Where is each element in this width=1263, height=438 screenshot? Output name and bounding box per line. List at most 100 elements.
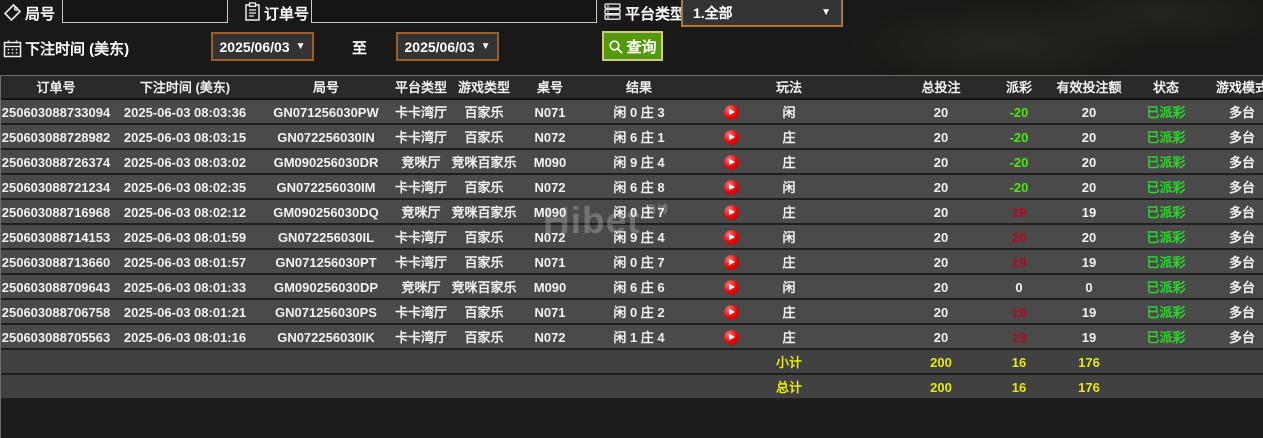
play-cell xyxy=(697,300,765,325)
table-row: 250603088706758 2025-06-03 08:01:21 GN07… xyxy=(1,300,1263,325)
round-no-cell: GN071256030PT xyxy=(275,255,377,270)
platform-type-select[interactable]: 1.全部 ▼ xyxy=(681,0,843,27)
order-no-cell: 250603088721234 xyxy=(1,180,111,195)
order-no-label: 订单号 xyxy=(264,6,310,23)
valid-bet-cell: 20 xyxy=(1081,155,1097,170)
bet-time-cell: 2025-06-03 08:01:33 xyxy=(123,280,247,295)
chevron-down-icon: ▼ xyxy=(295,41,306,52)
round-no-cell: GN072256030IL xyxy=(277,230,375,245)
platform-cell: 卡卡湾厅 xyxy=(394,130,447,145)
table-no-cell: N071 xyxy=(534,305,566,320)
order-no-input[interactable] xyxy=(311,0,597,23)
play-video-button[interactable] xyxy=(723,330,739,345)
valid-bet-cell: 20 xyxy=(1081,130,1097,145)
bet-time-cell: 2025-06-03 08:01:59 xyxy=(123,230,247,245)
game-mode-cell: 多台 xyxy=(1228,280,1255,295)
payout-cell: -20 xyxy=(1009,130,1029,145)
table-no-cell: N071 xyxy=(534,105,566,120)
spacer-cell xyxy=(813,150,881,175)
bet-time-label: 下注时间 (美东) xyxy=(25,41,130,58)
game-type-cell: 百家乐 xyxy=(464,330,504,345)
order-no-cell: 250603088713660 xyxy=(1,255,111,270)
order-no-cell: 250603088714153 xyxy=(1,230,111,245)
result-cell: 闲 6 庄 1 xyxy=(613,130,665,145)
play-method-cell: 庄 xyxy=(782,255,796,270)
play-cell xyxy=(697,225,765,250)
result-cell: 闲 6 庄 6 xyxy=(613,280,665,295)
result-cell: 闲 9 庄 4 xyxy=(613,155,665,170)
valid-bet-cell: 19 xyxy=(1081,205,1097,220)
play-video-button[interactable] xyxy=(723,205,739,220)
table-row: 250603088716968 2025-06-03 08:02:12 GM09… xyxy=(1,200,1263,225)
order-no-cell: 250603088706758 xyxy=(1,305,111,320)
platform-cell: 竞咪厅 xyxy=(401,155,441,170)
table-row: 250603088705563 2025-06-03 08:01:16 GN07… xyxy=(1,325,1263,350)
play-video-button[interactable] xyxy=(723,305,739,320)
total-bet-cell: 20 xyxy=(933,305,949,320)
round-no-input[interactable] xyxy=(62,0,228,23)
order-no-cell: 250603088726374 xyxy=(1,155,111,170)
round-no-cell: GN072256030IN xyxy=(277,130,375,145)
table-no-cell: N072 xyxy=(534,330,566,345)
status-cell: 已派彩 xyxy=(1146,180,1186,195)
platform-cell: 竞咪厅 xyxy=(401,205,441,220)
payout-cell: -20 xyxy=(1009,155,1029,170)
date-from-value: 2025/06/03 xyxy=(219,38,290,55)
date-from-select[interactable]: 2025/06/03 ▼ xyxy=(211,32,314,61)
platform-stack-icon xyxy=(603,2,622,21)
play-video-button[interactable] xyxy=(723,155,739,170)
play-video-button[interactable] xyxy=(723,280,739,295)
bet-time-cell: 2025-06-03 08:02:12 xyxy=(123,205,247,220)
date-to-value: 2025/06/03 xyxy=(404,38,475,55)
table-no-cell: M090 xyxy=(533,155,567,170)
table-row: 250603088709643 2025-06-03 08:01:33 GM09… xyxy=(1,275,1263,300)
table-no-cell: N071 xyxy=(534,255,566,270)
game-mode-cell: 多台 xyxy=(1228,155,1255,170)
col-header-round-no: 局号 xyxy=(312,80,339,95)
col-header-bet-time: 下注时间 (美东) xyxy=(139,80,231,95)
col-header-order-no: 订单号 xyxy=(36,80,76,95)
result-cell: 闲 0 庄 7 xyxy=(613,255,665,270)
search-button[interactable]: 查询 xyxy=(602,31,663,61)
payout-cell: 20 xyxy=(1011,230,1027,245)
game-mode-cell: 多台 xyxy=(1228,305,1255,320)
col-header-valid-bet: 有效投注额 xyxy=(1056,80,1122,95)
game-type-cell: 竞咪百家乐 xyxy=(451,205,517,220)
search-icon xyxy=(608,39,624,55)
round-no-cell: GN072256030IM xyxy=(276,180,376,195)
play-video-button[interactable] xyxy=(723,180,739,195)
total-bet-cell: 20 xyxy=(933,255,949,270)
game-type-cell: 竞咪百家乐 xyxy=(451,280,517,295)
bet-time-cell: 2025-06-03 08:03:02 xyxy=(123,155,247,170)
play-video-button[interactable] xyxy=(723,230,739,245)
play-video-button[interactable] xyxy=(723,105,739,120)
platform-type-label: 平台类型 xyxy=(625,6,686,23)
play-video-button[interactable] xyxy=(723,255,739,270)
status-cell: 已派彩 xyxy=(1146,255,1186,270)
game-mode-cell: 多台 xyxy=(1228,330,1255,345)
bet-time-cell: 2025-06-03 08:03:15 xyxy=(123,130,247,145)
game-type-cell: 百家乐 xyxy=(464,105,504,120)
play-video-button[interactable] xyxy=(723,130,739,145)
valid-bet-cell: 19 xyxy=(1081,305,1097,320)
payout-cell: 19 xyxy=(1011,205,1027,220)
spacer-cell xyxy=(813,100,881,125)
bet-time-cell: 2025-06-03 08:02:35 xyxy=(123,180,247,195)
payout-cell: 19 xyxy=(1011,330,1027,345)
grand-total-total-bet: 200 xyxy=(930,380,952,395)
col-header-status: 状态 xyxy=(1152,80,1179,95)
status-cell: 已派彩 xyxy=(1146,305,1186,320)
round-no-cell: GN072256030IK xyxy=(277,330,375,345)
round-no-label: 局号 xyxy=(25,6,56,23)
play-method-cell: 庄 xyxy=(782,305,796,320)
status-cell: 已派彩 xyxy=(1146,330,1186,345)
col-header-game-mode: 游戏模式 xyxy=(1215,80,1263,95)
spacer-cell xyxy=(813,300,881,325)
play-method-cell: 庄 xyxy=(782,155,796,170)
play-cell xyxy=(697,175,765,200)
date-to-select[interactable]: 2025/06/03 ▼ xyxy=(396,32,499,61)
table-row: 250603088728982 2025-06-03 08:03:15 GN07… xyxy=(1,125,1263,150)
result-cell: 闲 9 庄 4 xyxy=(613,230,665,245)
play-method-cell: 闲 xyxy=(782,105,796,120)
spacer-cell xyxy=(813,225,881,250)
